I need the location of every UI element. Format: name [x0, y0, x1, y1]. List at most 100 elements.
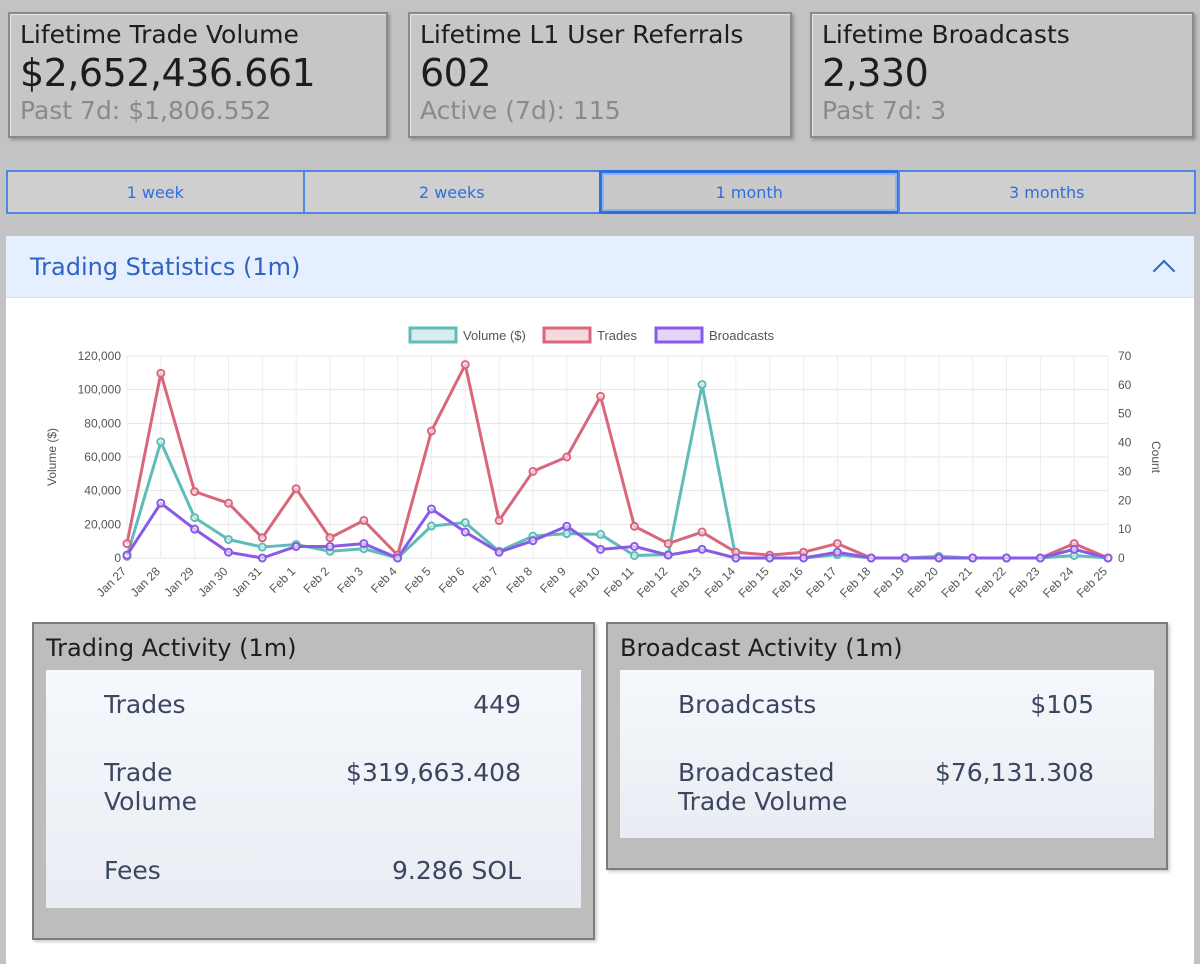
data-point — [223, 534, 233, 544]
row-label: Broadcasted Trade Volume — [678, 758, 848, 816]
data-point — [629, 521, 639, 531]
legend-label: Broadcasts — [709, 328, 775, 343]
range-3-months-button[interactable]: 3 months — [897, 170, 1196, 214]
data-point — [596, 529, 606, 539]
y2-tick-label: 0 — [1118, 551, 1125, 565]
data-point — [122, 539, 132, 549]
data-point — [291, 541, 301, 551]
data-point — [190, 524, 200, 534]
y2-tick-label: 20 — [1118, 493, 1132, 507]
x-tick-label: Feb 4 — [368, 564, 400, 596]
y2-tick-label: 40 — [1118, 436, 1132, 450]
data-point — [697, 544, 707, 554]
x-tick-label: Feb 10 — [566, 564, 603, 601]
data-point — [257, 553, 267, 563]
range-1-week-button[interactable]: 1 week — [6, 170, 305, 214]
y-tick-label: 40,000 — [84, 484, 121, 498]
time-range-selector: 1 week 2 weeks 1 month 3 months — [6, 170, 1196, 214]
x-tick-label: Feb 17 — [803, 564, 840, 601]
data-point — [257, 533, 267, 543]
x-tick-label: Feb 18 — [837, 564, 874, 601]
x-tick-label: Feb 20 — [905, 564, 942, 601]
x-tick-label: Feb 16 — [769, 564, 806, 601]
y2-tick-label: 70 — [1118, 349, 1132, 363]
data-point — [697, 380, 707, 390]
y2-tick-label: 50 — [1118, 407, 1132, 421]
data-point — [1103, 553, 1113, 563]
stat-title: Lifetime Trade Volume — [20, 20, 299, 49]
range-1-month-button[interactable]: 1 month — [599, 170, 900, 214]
x-tick-label: Feb 15 — [736, 564, 773, 601]
data-point — [257, 542, 267, 552]
y-tick-label: 0 — [114, 551, 121, 565]
legend-swatch — [654, 326, 704, 344]
card-title: Trading Activity (1m) — [46, 634, 297, 662]
data-point — [156, 437, 166, 447]
trading-activity-list: Trades 449 Trade Volume $319,663.408 Fee… — [46, 670, 581, 908]
x-tick-label: Feb 25 — [1074, 564, 1111, 601]
legend-swatch — [408, 326, 458, 344]
data-point — [190, 487, 200, 497]
y-tick-label: 120,000 — [78, 349, 122, 363]
stat-value: $2,652,436.661 — [20, 51, 316, 95]
row-label: Broadcasts — [678, 690, 817, 719]
data-point — [291, 484, 301, 494]
x-tick-label: Jan 31 — [229, 564, 265, 600]
data-point — [190, 513, 200, 523]
row-label: Trades — [104, 690, 186, 719]
data-point — [629, 541, 639, 551]
y2-axis-title: Count — [1149, 441, 1163, 474]
data-point — [325, 541, 335, 551]
data-point — [1069, 544, 1079, 554]
chevron-up-icon[interactable] — [1152, 259, 1176, 282]
data-point — [934, 553, 944, 563]
panel-title: Trading Statistics (1m) — [30, 252, 301, 281]
data-point — [393, 553, 403, 563]
stat-subtext: Active (7d): 115 — [420, 96, 621, 125]
card-title: Broadcast Activity (1m) — [620, 634, 903, 662]
data-point — [528, 466, 538, 476]
data-point — [663, 550, 673, 560]
trading-chart: 0 20,000 40,000 60,000 80,000 100,000 120,000 0… — [45, 326, 1163, 601]
x-tick-label: Jan 28 — [128, 564, 164, 600]
x-tick-label: Feb 14 — [702, 564, 739, 601]
data-point — [426, 504, 436, 514]
data-point — [663, 539, 673, 549]
row-label: Fees — [104, 856, 161, 885]
data-point — [562, 529, 572, 539]
row-value: 9.286 SOL — [392, 856, 521, 885]
data-point — [359, 539, 369, 549]
data-point — [1002, 553, 1012, 563]
x-tick-label: Feb 5 — [402, 564, 434, 596]
series-line — [125, 363, 1109, 560]
row-value: $76,131.308 — [934, 758, 1094, 787]
y2-tick-label: 30 — [1118, 464, 1132, 478]
data-point — [765, 553, 775, 563]
data-point — [799, 553, 809, 563]
data-point — [359, 515, 369, 525]
broadcast-activity-list: Broadcasts $105 Broadcasted Trade Volume… — [620, 670, 1154, 838]
data-point — [900, 553, 910, 563]
legend-swatch — [542, 326, 592, 344]
series-line — [125, 383, 1109, 560]
range-2-weeks-button[interactable]: 2 weeks — [302, 170, 601, 214]
data-point — [1035, 553, 1045, 563]
data-point — [460, 360, 470, 370]
x-tick-label: Feb 19 — [871, 564, 908, 601]
row-value: 449 — [473, 690, 521, 719]
data-point — [156, 368, 166, 378]
trading-statistics-header[interactable]: Trading Statistics (1m) — [6, 236, 1194, 298]
x-tick-label: Feb 1 — [267, 564, 299, 596]
data-point — [832, 547, 842, 557]
stat-card-user-referrals: Lifetime L1 User Referrals 602 Active (7… — [408, 12, 792, 138]
y-tick-label: 100,000 — [78, 383, 122, 397]
x-tick-label: Feb 3 — [334, 564, 366, 596]
data-point — [596, 544, 606, 554]
data-point — [832, 539, 842, 549]
data-point — [731, 553, 741, 563]
row-value: $105 — [1030, 690, 1094, 719]
y-tick-label: 60,000 — [84, 450, 121, 464]
stat-value: 2,330 — [822, 51, 929, 95]
x-tick-label: Feb 9 — [537, 564, 569, 596]
x-tick-label: Jan 27 — [94, 564, 130, 600]
